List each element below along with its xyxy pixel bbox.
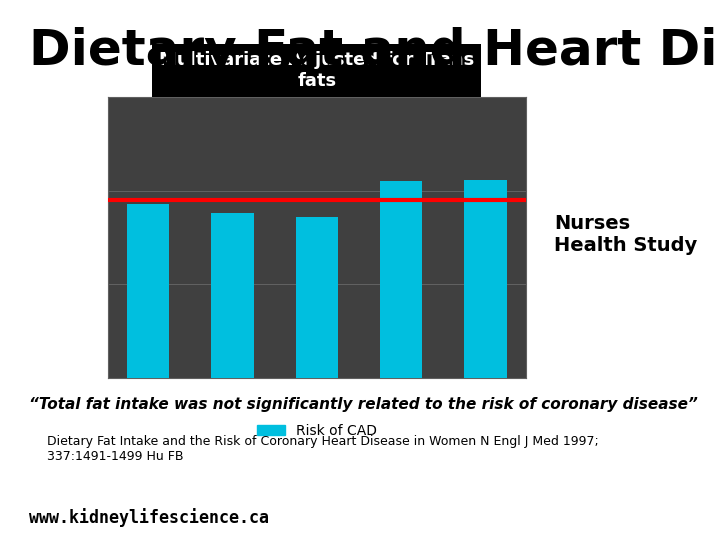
Bar — [212, 213, 253, 378]
Bar — [127, 204, 169, 378]
Text: Dietary Fat Intake and the Risk of Coronary Heart Disease in Women N Engl J Med : Dietary Fat Intake and the Risk of Coron… — [47, 435, 598, 463]
Text: www.kidneylifescience.ca: www.kidneylifescience.ca — [29, 508, 269, 526]
Text: “Total fat intake was not significantly related to the risk of coronary disease”: “Total fat intake was not significantly … — [29, 397, 698, 412]
Title: Multivariate Adjusted for Trans
fats: Multivariate Adjusted for Trans fats — [159, 51, 474, 90]
Legend: Risk of CAD: Risk of CAD — [251, 418, 382, 444]
Bar — [464, 180, 507, 378]
Bar — [296, 217, 338, 378]
Text: Dietary Fat and Heart Disease: Dietary Fat and Heart Disease — [29, 27, 720, 75]
Bar — [380, 181, 422, 378]
Text: Nurses
Health Study: Nurses Health Study — [554, 214, 698, 255]
